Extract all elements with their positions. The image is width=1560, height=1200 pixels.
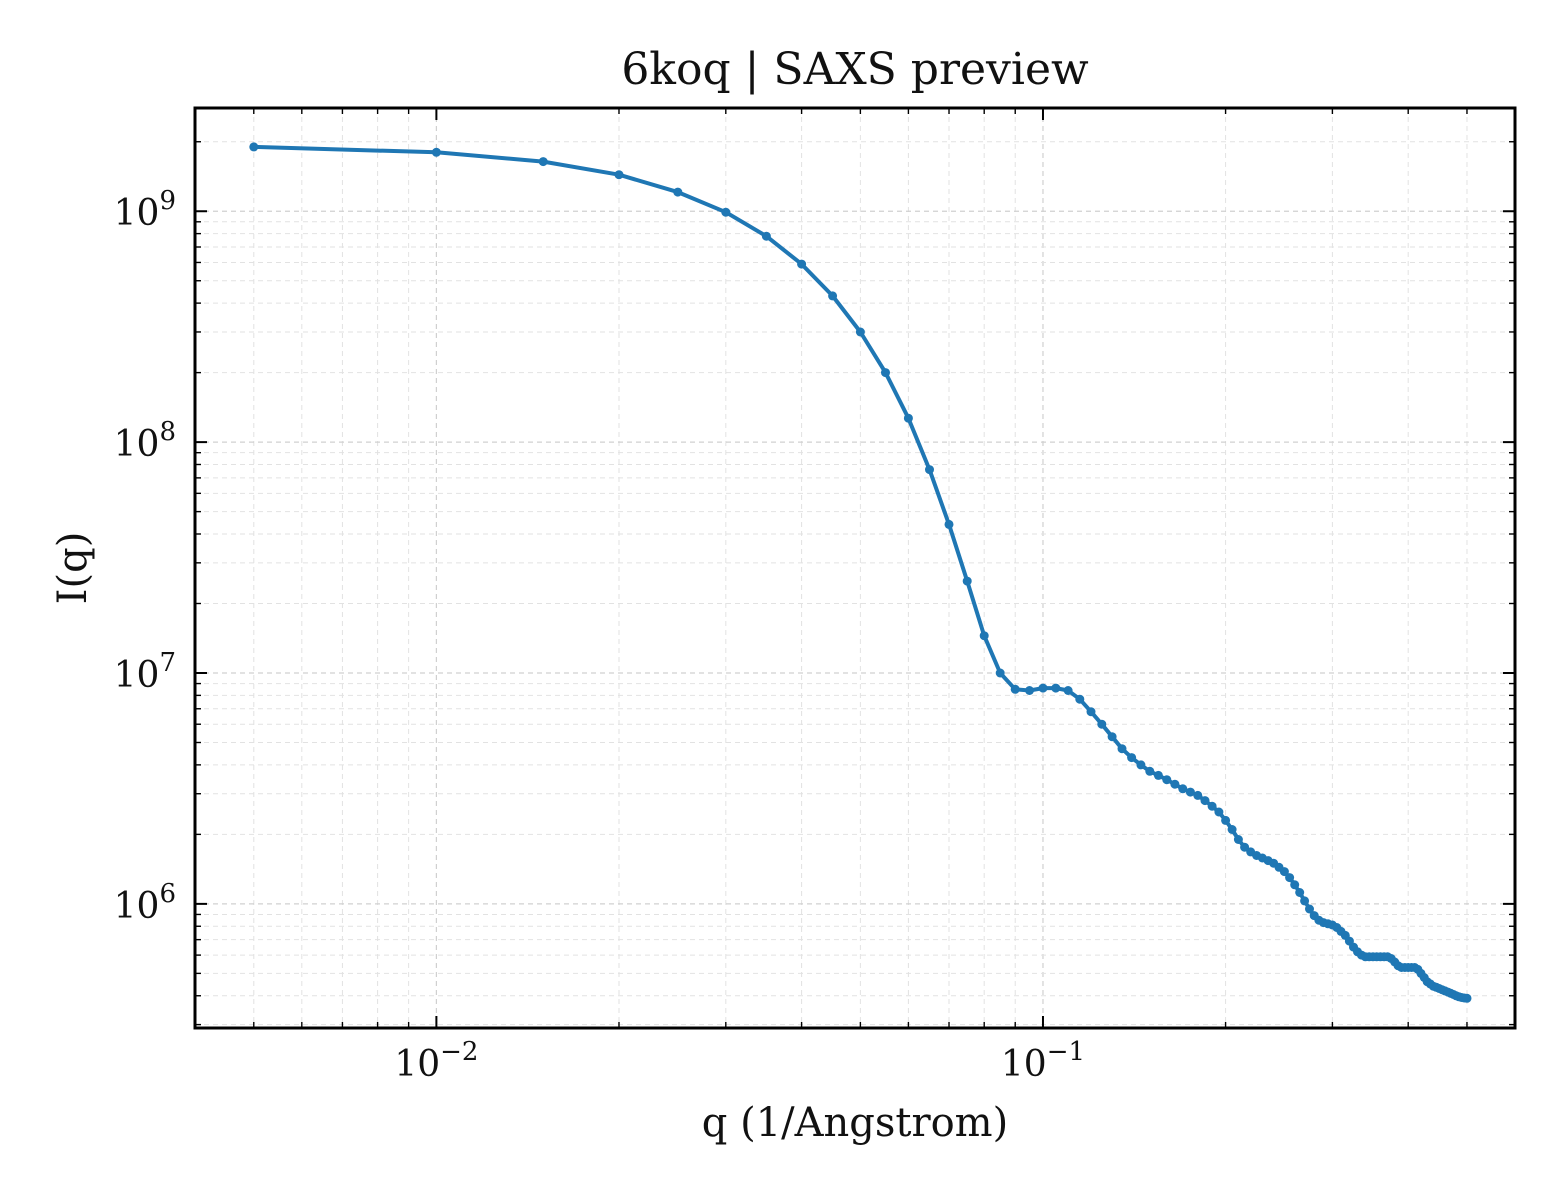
data-point	[249, 142, 259, 152]
data-point	[1038, 683, 1048, 693]
data-point	[1153, 770, 1163, 780]
data-point	[962, 576, 972, 586]
y-tick-label: 106	[114, 879, 176, 927]
data-point	[673, 187, 683, 197]
grid	[194, 108, 1515, 1028]
series-layer	[249, 142, 1472, 1003]
chart-title: 6koq | SAXS preview	[621, 44, 1089, 95]
data-point	[614, 170, 624, 180]
data-point	[1170, 779, 1180, 789]
data-point	[1136, 760, 1146, 770]
data-point	[1010, 684, 1020, 694]
y-tick-label: 109	[114, 186, 176, 234]
data-point	[1063, 686, 1073, 695]
y-tick-label: 107	[114, 648, 176, 696]
data-point	[1207, 801, 1217, 811]
data-point	[1075, 694, 1085, 704]
data-point	[1200, 796, 1210, 806]
data-point	[1240, 842, 1250, 852]
data-point	[903, 413, 913, 423]
data-point	[797, 259, 807, 269]
data-point	[1233, 835, 1243, 844]
x-tick-label: 10−2	[394, 1037, 478, 1085]
data-point	[1097, 719, 1107, 729]
data-point	[828, 291, 838, 301]
data-point	[1227, 825, 1237, 834]
data-point	[1117, 744, 1127, 754]
data-point	[1051, 683, 1061, 693]
data-point	[431, 147, 441, 157]
data-point	[1295, 888, 1305, 897]
data-point	[1107, 732, 1117, 742]
data-point	[1290, 880, 1300, 890]
data-point	[1162, 775, 1172, 785]
tick-labels: 10−2 10−1 106 107 108 109	[114, 186, 1085, 1085]
data-point	[1462, 993, 1472, 1003]
y-axis-label: I(q)	[50, 532, 96, 605]
data-point	[979, 631, 989, 641]
data-point	[881, 368, 890, 378]
data-point	[1214, 807, 1224, 817]
data-point	[995, 668, 1005, 678]
data-point	[721, 207, 731, 217]
data-point	[1086, 707, 1096, 717]
data-point	[944, 519, 954, 529]
data-point	[1285, 873, 1295, 883]
data-point	[855, 327, 865, 337]
data-point	[1279, 867, 1289, 877]
data-point	[1300, 896, 1310, 906]
data-point	[1185, 787, 1195, 797]
y-tick-label: 108	[114, 417, 176, 465]
data-point	[1127, 753, 1137, 763]
data-point	[1305, 904, 1314, 914]
data-point	[1025, 686, 1034, 695]
plot-frame	[193, 106, 1517, 1030]
data-point	[925, 465, 934, 475]
data-point	[538, 157, 548, 167]
data-point	[1193, 790, 1203, 800]
data-point	[1221, 815, 1231, 825]
x-tick-label: 10−1	[1001, 1037, 1085, 1085]
data-point	[761, 231, 771, 241]
data-point	[1145, 766, 1155, 776]
x-axis-label: q (1/Angstrom)	[702, 1100, 1008, 1146]
data-point	[1178, 784, 1188, 794]
